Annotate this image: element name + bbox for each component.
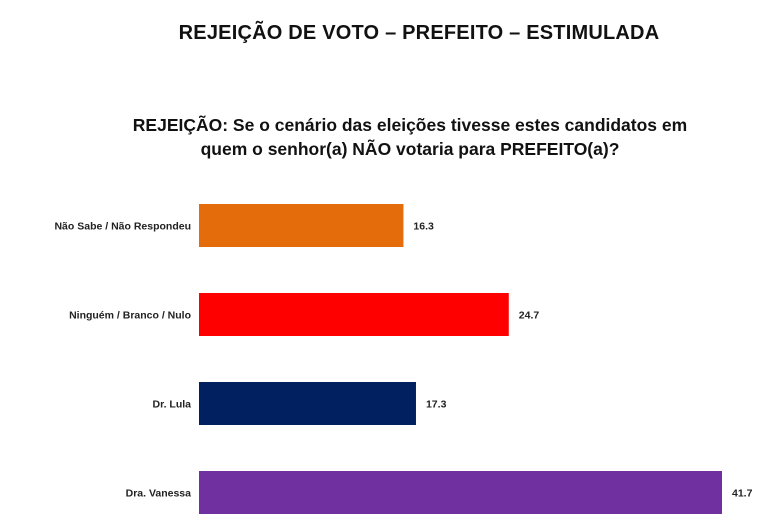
bar-1 [199, 293, 509, 336]
question-line-1: REJEIÇÃO: Se o cenário das eleições tive… [132, 115, 688, 135]
bar-0 [199, 204, 404, 247]
category-label-2: Dr. Lula [152, 399, 191, 411]
chart-title: REJEIÇÃO DE VOTO – PREFEITO – ESTIMULADA [178, 22, 660, 44]
bar-3 [199, 471, 722, 514]
category-label-1: Ninguém / Branco / Nulo [69, 310, 191, 322]
question-line-2: quem o senhor(a) NÃO votaria para PREFEI… [200, 139, 620, 159]
category-label-0: Não Sabe / Não Respondeu [54, 221, 191, 233]
value-label-2: 17.3 [426, 399, 447, 411]
bar-2 [199, 382, 416, 425]
question-text: REJEIÇÃO: Se o cenário das eleições tive… [0, 113, 764, 161]
value-label-3: 41.7 [732, 488, 753, 500]
value-label-1: 24.7 [519, 310, 540, 322]
category-label-3: Dra. Vanessa [126, 488, 192, 500]
value-label-0: 16.3 [413, 221, 434, 233]
